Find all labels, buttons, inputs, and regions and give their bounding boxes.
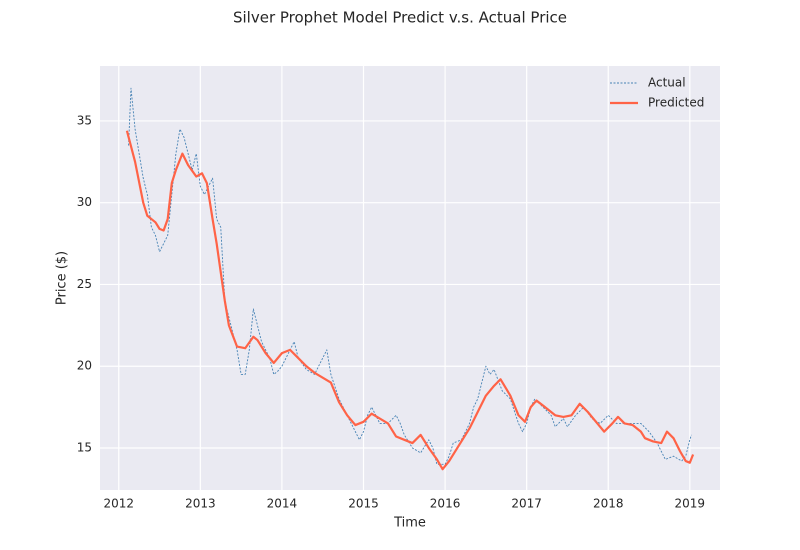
x-tick-label: 2019	[675, 497, 706, 511]
y-axis-label: Price ($)	[55, 251, 70, 305]
x-tick-label: 2015	[348, 497, 379, 511]
legend-label: Predicted	[648, 96, 704, 110]
line-1	[125, 130, 695, 471]
y-tick-label: 30	[77, 195, 92, 209]
line-0	[128, 87, 692, 465]
x-tick-label: 2014	[267, 497, 298, 511]
y-tick-label: 25	[77, 277, 92, 291]
x-tick-label: 2017	[511, 497, 542, 511]
x-axis-label: Time	[393, 516, 426, 531]
y-tick-label: 15	[77, 440, 92, 454]
chart-title: Silver Prophet Model Predict v.s. Actual…	[233, 9, 567, 27]
y-tick-label: 35	[77, 113, 92, 127]
plot-area	[100, 66, 720, 490]
x-tick-label: 2013	[185, 497, 216, 511]
legend-label: Actual	[648, 76, 686, 90]
x-tick-label: 2018	[593, 497, 624, 511]
x-tick-label: 2012	[103, 497, 134, 511]
x-tick-label: 2016	[430, 497, 461, 511]
y-tick-label: 20	[77, 359, 92, 373]
